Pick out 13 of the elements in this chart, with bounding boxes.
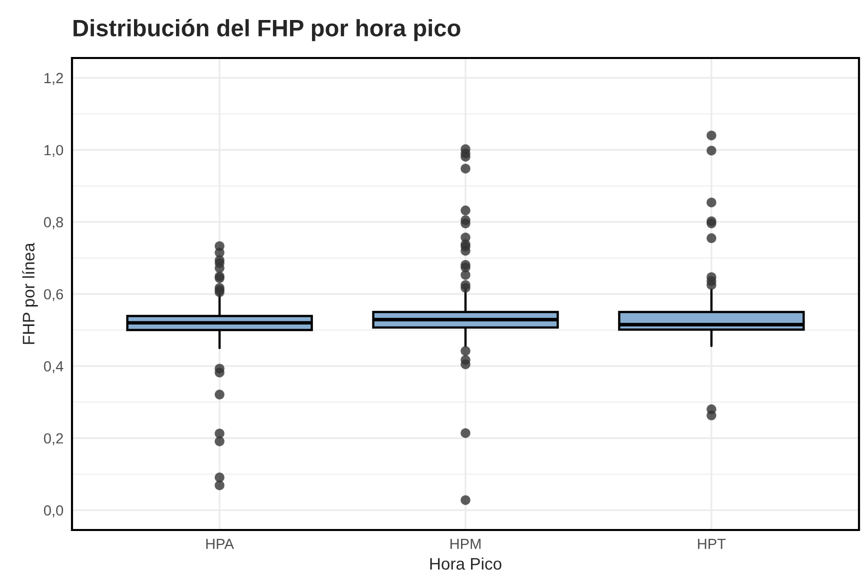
y-tick-label: 0,0 [44,505,64,518]
y-tick-label: 1,0 [44,144,64,158]
y-tick-label: 0,2 [44,433,63,446]
y-axis-title: FHP por línea [22,242,38,344]
y-tick-label: 0,8 [44,217,64,230]
x-tick-label: HPM [450,538,481,549]
x-axis-title: Hora Pico [430,557,502,570]
y-tick-label: 0,4 [44,361,64,374]
x-tick-label: HPA [206,538,234,549]
y-tick-label: 0,6 [44,289,64,302]
x-tick-label: HPT [698,538,726,549]
chart-title: Distribución del FHP por hora pico [74,18,460,42]
y-tick-label: 1,2 [44,72,63,85]
